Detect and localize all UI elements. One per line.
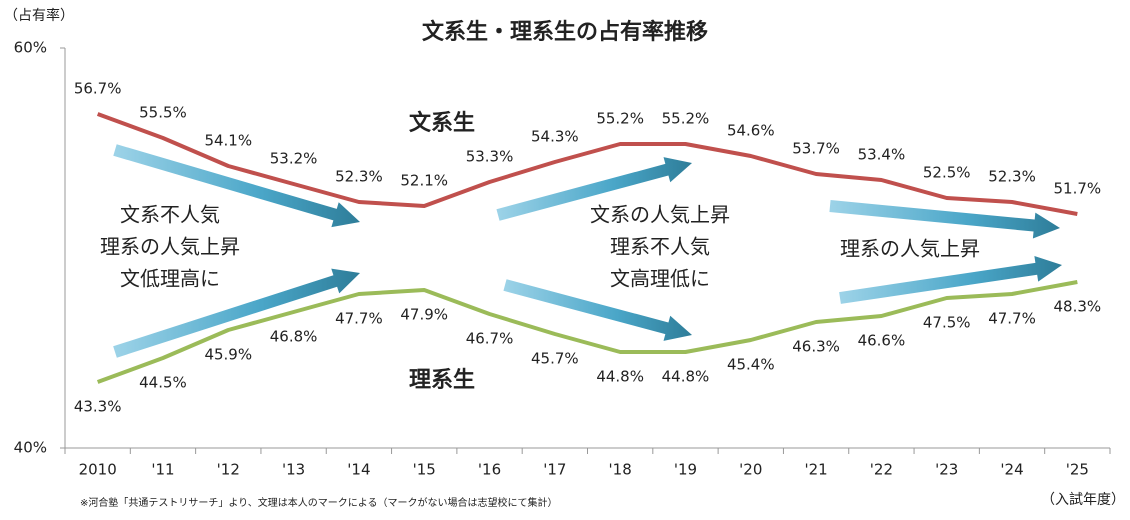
data-label: 53.2%	[270, 150, 318, 168]
data-label: 53.3%	[466, 148, 514, 166]
footnote: ※河合塾「共通テストリサーチ」より、文理は本人のマークによる（マークがない場合は…	[80, 496, 557, 509]
arrows	[113, 144, 1062, 358]
annotation: 理系不人気	[610, 235, 710, 259]
data-label: 45.4%	[727, 356, 775, 374]
x-tick-label: '23	[935, 461, 958, 479]
chart-title: 文系生・理系生の占有率推移	[422, 19, 708, 45]
data-label: 55.5%	[139, 104, 187, 122]
annotation: 理系の人気上昇	[840, 237, 980, 261]
series-line	[96, 280, 1078, 384]
data-label: 47.5%	[923, 314, 971, 332]
data-label: 54.3%	[531, 128, 579, 146]
trend-arrow	[829, 200, 1060, 239]
x-tick-label: '15	[413, 461, 436, 479]
x-tick-label: '17	[543, 461, 566, 479]
x-tick-label: '24	[1000, 461, 1023, 479]
annotation: 理系の人気上昇	[100, 235, 240, 259]
data-label: 46.6%	[858, 332, 906, 350]
annotation: 文系不人気	[120, 203, 220, 227]
trend-arrow	[113, 268, 360, 358]
data-label: 55.2%	[596, 110, 644, 128]
x-axis-label: （入試年度）	[1041, 492, 1125, 508]
x-tick-label: '20	[739, 461, 762, 479]
data-label: 55.2%	[662, 110, 710, 128]
annotation: 文系の人気上昇	[590, 203, 730, 227]
data-label: 51.7%	[1054, 180, 1102, 198]
x-tick-label: '21	[804, 461, 827, 479]
data-label: 47.7%	[988, 310, 1036, 328]
data-label: 46.3%	[792, 338, 840, 356]
series-label: 文系生	[409, 110, 475, 136]
data-label: 44.5%	[139, 374, 187, 392]
trend-arrow	[113, 144, 360, 228]
annotation: 文高理低に	[610, 267, 710, 291]
x-tick-label: 2010	[79, 461, 117, 479]
x-tick-label: '14	[347, 461, 370, 479]
y-axis-label: （占有率）	[4, 7, 74, 24]
data-label: 54.1%	[204, 132, 252, 150]
data-label: 45.9%	[204, 346, 252, 364]
trend-arrow	[839, 255, 1062, 304]
x-tick-label: '19	[674, 461, 697, 479]
data-label: 53.4%	[858, 146, 906, 164]
data-label: 56.7%	[74, 80, 122, 98]
data-label: 52.5%	[923, 164, 971, 182]
data-label: 43.3%	[74, 398, 122, 416]
data-label: 54.6%	[727, 122, 775, 140]
data-label: 48.3%	[1054, 298, 1102, 316]
data-label: 44.8%	[596, 368, 644, 386]
annotation: 文低理高に	[120, 267, 220, 291]
y-tick-label: 40%	[14, 439, 47, 457]
data-label: 46.8%	[270, 328, 318, 346]
series-label: 理系生	[409, 368, 475, 393]
y-tick-label: 60%	[14, 39, 47, 57]
data-label: 52.3%	[988, 168, 1036, 186]
x-tick-label: '13	[282, 461, 305, 479]
data-label: 52.1%	[400, 172, 448, 190]
x-tick-label: '25	[1066, 461, 1089, 479]
data-label: 46.7%	[466, 330, 514, 348]
x-tick-label: '11	[151, 461, 174, 479]
data-label: 47.9%	[400, 306, 448, 324]
data-label: 52.3%	[335, 168, 383, 186]
x-tick-label: '12	[217, 461, 240, 479]
trend-arrow	[496, 157, 692, 221]
data-label: 44.8%	[662, 368, 710, 386]
x-tick-label: '22	[870, 461, 893, 479]
trend-arrow	[503, 279, 692, 341]
series-line	[96, 112, 1078, 216]
data-label: 53.7%	[792, 140, 840, 158]
x-tick-label: '16	[478, 461, 501, 479]
data-label: 47.7%	[335, 310, 383, 328]
data-label: 45.7%	[531, 350, 579, 368]
x-tick-label: '18	[609, 461, 632, 479]
